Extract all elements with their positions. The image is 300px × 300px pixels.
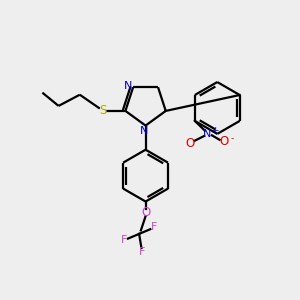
Text: F: F (151, 222, 158, 233)
Text: S: S (100, 104, 107, 117)
Text: N: N (140, 126, 148, 136)
Text: F: F (139, 247, 145, 257)
Text: -: - (231, 134, 234, 143)
Text: N: N (203, 129, 212, 139)
Text: O: O (141, 206, 150, 219)
Text: +: + (211, 126, 219, 135)
Text: O: O (186, 136, 195, 149)
Text: F: F (121, 236, 127, 245)
Text: O: O (219, 135, 228, 148)
Text: N: N (124, 81, 132, 91)
